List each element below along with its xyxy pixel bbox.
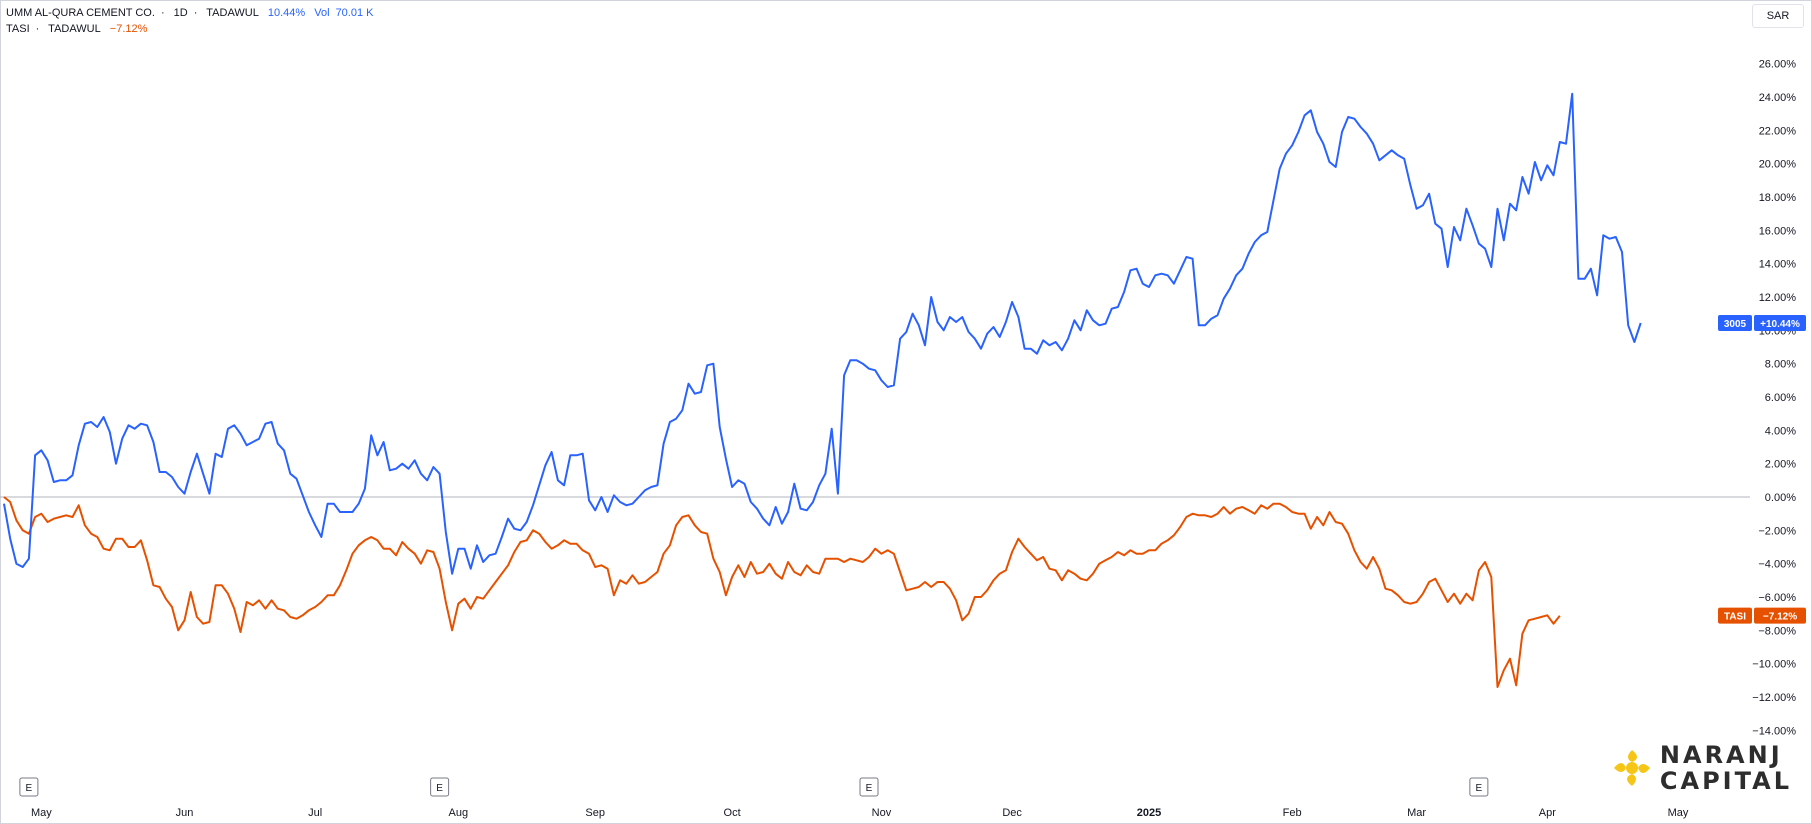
value-tag-label: +10.44% [1760,319,1800,330]
event-marker-box [19,777,39,797]
y-tick-label: −14.00% [1752,725,1796,737]
y-tick-label: 24.00% [1759,92,1797,104]
event-marker-box [430,777,450,797]
currency-label: SAR [1766,10,1790,22]
legend-volume: Vol 70.01 K [314,7,379,19]
earnings-event-marker[interactable]: E [430,777,450,797]
y-axis: 26.00% 24.00% 22.00% 20.00% 18.00% 16.00% 14.0… [1752,59,1796,738]
x-tick-label: Mar [1407,807,1426,819]
value-tag-box [1754,315,1806,331]
y-tick-label: 2.00% [1765,459,1796,471]
legend-series-3005[interactable]: UMM AL-QURA CEMENT CO. · 1D · TADAWUL 10.4… [6,6,385,20]
x-tick-label: Dec [1002,807,1022,819]
y-tick-label: 22.00% [1759,125,1797,137]
last-value-tag-tasi: TASI −7.12% [1718,607,1806,624]
last-value-tags: 3005 +10.44% TASI −7.12% [1718,315,1806,624]
legend-change: 10.44% [267,7,306,19]
sun-logo-icon [1613,750,1650,786]
value-tag-box [1754,607,1806,624]
legend-symbol-name: TASI [6,23,30,35]
legend-exchange: TADAWUL [206,7,259,19]
y-tick-label: −2.00% [1758,525,1796,537]
y-tick-label: −12.00% [1752,692,1796,704]
x-tick-label: Jun [176,807,194,819]
y-tick-label: 14.00% [1759,259,1797,271]
series-tag-box [1718,607,1752,624]
series-tag-box [1718,315,1752,331]
value-tag-label: −7.12% [1763,612,1797,623]
x-axis: May Jun Jul Aug Sep Oct Nov Dec 2025 Feb Mar Apr May [31,807,1689,819]
legend-exchange: TADAWUL [48,23,101,35]
brand-logo: NARANJ CAPITAL [1612,742,1792,794]
legend-series-tasi[interactable]: TASI · TADAWUL −7.12% [6,22,153,36]
event-marker-label: E [436,783,443,794]
earnings-event-marker[interactable]: E [859,777,879,797]
y-tick-label: −4.00% [1758,559,1796,571]
x-tick-label: Aug [448,807,468,819]
series-tag-label: TASI [1724,612,1746,623]
x-tick-label: May [31,807,52,819]
x-tick-label: Feb [1283,807,1302,819]
legend-interval: 1D [173,7,188,19]
event-marker-box [859,777,879,797]
series-line-tasi[interactable] [3,496,1561,688]
brand-line-2: CAPITAL [1659,767,1792,795]
legend-volume-label: Vol [314,7,330,19]
y-tick-label: 0.00% [1765,492,1796,504]
legend-separator: · [160,7,165,19]
event-marker-label: E [866,783,873,794]
x-tick-label: Sep [585,807,605,819]
earnings-event-marker[interactable]: E [1469,777,1489,797]
y-tick-label: 16.00% [1759,225,1797,237]
legend-change: −7.12% [109,23,148,35]
y-tick-label: 6.00% [1765,392,1796,404]
legend-symbol-name: UMM AL-QURA CEMENT CO. [6,7,155,19]
legend-separator: · [193,7,198,19]
series-line-3005[interactable] [3,92,1642,575]
y-tick-label: 26.00% [1759,59,1797,71]
y-tick-label: 4.00% [1765,425,1796,437]
y-tick-label: 8.00% [1765,359,1796,371]
y-tick-label: 18.00% [1759,192,1797,204]
x-tick-label: Nov [872,807,892,819]
y-tick-label: −6.00% [1758,592,1796,604]
y-tick-label: 20.00% [1759,159,1797,171]
x-tick-label: Oct [724,807,741,819]
legend-volume-value: 70.01 K [335,7,374,19]
x-tick-label: Apr [1539,807,1556,819]
event-marker-label: E [1476,783,1483,794]
earnings-event-marker[interactable]: E [19,777,39,797]
series-tag-label: 3005 [1724,319,1747,330]
legend-separator: · [35,23,40,35]
x-tick-label: May [1668,807,1689,819]
currency-selector[interactable]: SAR [1752,4,1804,28]
event-marker-box [1469,777,1489,797]
y-tick-label: 12.00% [1759,292,1797,304]
x-tick-label: 2025 [1137,807,1161,819]
last-value-tag-3005: 3005 +10.44% [1718,315,1806,331]
y-tick-label: −8.00% [1758,625,1796,637]
y-tick-label: −10.00% [1752,659,1796,671]
event-marker-label: E [26,783,33,794]
x-tick-label: Jul [308,807,322,819]
brand-name: NARANJ CAPITAL [1660,742,1792,794]
brand-line-1: NARANJ [1659,741,1783,769]
